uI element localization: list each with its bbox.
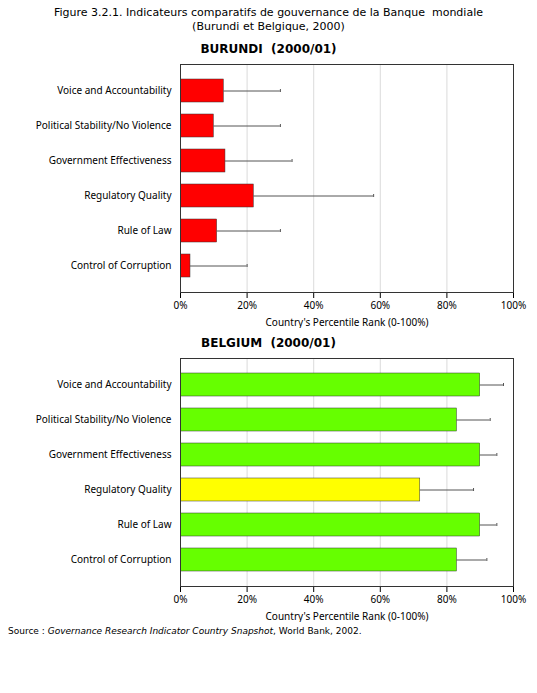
svg-text:0%: 0% <box>173 298 187 312</box>
svg-text:Voice and Accountability: Voice and Accountability <box>57 377 172 391</box>
html-text:(Burundi et Belgique, 2000): (Burundi et Belgique, 2000) <box>192 20 345 33</box>
html-text:Figure 3.2.1. Indicateurs comp: Figure 3.2.1. Indicateurs comparatifs de… <box>54 6 483 19</box>
svg-text:Country's Percentile Rank (0-1: Country's Percentile Rank (0-100%) <box>266 315 429 329</box>
svg-text:60%: 60% <box>370 592 390 606</box>
svg-text:0%: 0% <box>173 592 187 606</box>
svg-text:40%: 40% <box>304 298 324 312</box>
svg-text:Voice and Accountability: Voice and Accountability <box>57 83 172 97</box>
svg-text:20%: 20% <box>237 298 257 312</box>
svg-text:Rule of Law: Rule of Law <box>117 517 171 531</box>
svg-text:Control of Corruption: Control of Corruption <box>71 552 172 566</box>
svg-text:100%: 100% <box>501 298 526 312</box>
svg-text:Control of Corruption: Control of Corruption <box>71 258 172 272</box>
svg-text:Political Stability/No Violenc: Political Stability/No Violence <box>36 118 172 132</box>
svg-text:100%: 100% <box>501 592 526 606</box>
svg-text:Government Effectiveness: Government Effectiveness <box>49 153 172 167</box>
html-text:BELGIUM (2000/01): BELGIUM (2000/01) <box>201 336 336 350</box>
svg-text:80%: 80% <box>437 592 457 606</box>
svg-text:20%: 20% <box>237 592 257 606</box>
svg-text:Regulatory Quality: Regulatory Quality <box>84 188 172 202</box>
svg-text:80%: 80% <box>437 298 457 312</box>
svg-text:60%: 60% <box>370 298 390 312</box>
svg-text:Country's Percentile Rank (0-1: Country's Percentile Rank (0-100%) <box>266 609 429 623</box>
svg-text:Government Effectiveness: Government Effectiveness <box>49 447 172 461</box>
html-text:BURUNDI (2000/01): BURUNDI (2000/01) <box>200 42 337 56</box>
svg-text:Rule of Law: Rule of Law <box>117 223 171 237</box>
html-text:Source : Governance Research I: Source : Governance Research Indicator C… <box>8 626 362 636</box>
svg-text:Regulatory Quality: Regulatory Quality <box>84 482 172 496</box>
svg-text:Political Stability/No Violenc: Political Stability/No Violence <box>36 412 172 426</box>
svg-text:40%: 40% <box>304 592 324 606</box>
